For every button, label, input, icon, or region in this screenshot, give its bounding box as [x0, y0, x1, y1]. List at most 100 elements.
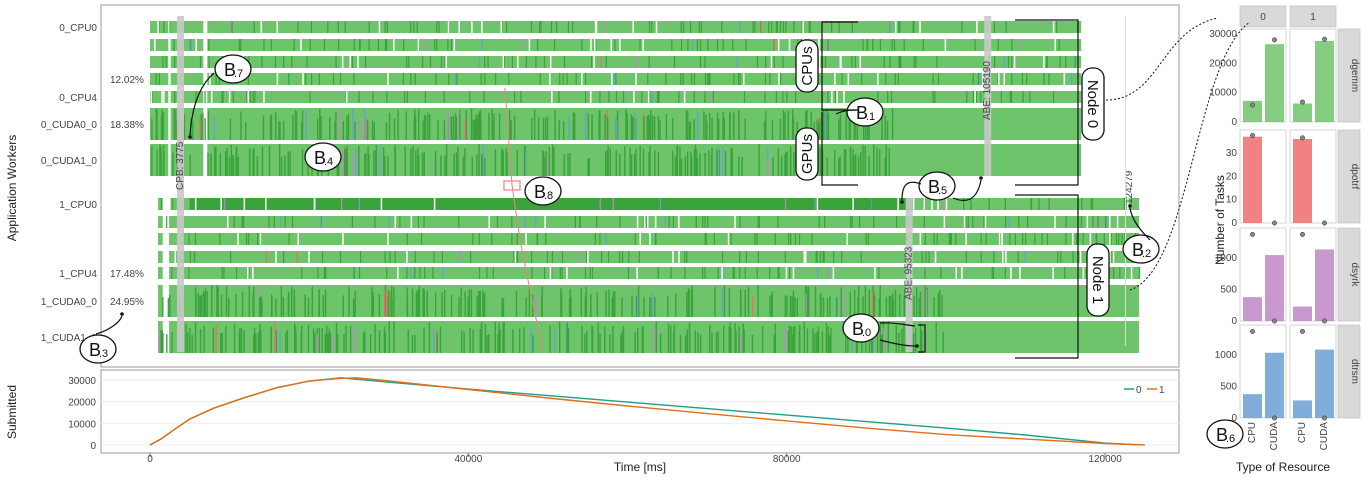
- task-stripe: [761, 326, 764, 353]
- task-stripe: [789, 150, 792, 176]
- task-stripe: [384, 39, 387, 51]
- task-stripe: [174, 56, 176, 68]
- task-stripe: [605, 291, 607, 317]
- idle-slot: [210, 91, 213, 103]
- task-stripe: [667, 295, 669, 317]
- task-stripe: [717, 147, 720, 176]
- task-stripe: [614, 291, 616, 317]
- task-stripe: [806, 295, 809, 317]
- row-base-bar: [150, 39, 1082, 51]
- task-stripe: [320, 216, 322, 228]
- task-stripe: [478, 267, 481, 279]
- idle-gap: [203, 143, 208, 177]
- task-stripe: [253, 147, 255, 176]
- task-stripe: [535, 56, 537, 68]
- annotation-arrow: [835, 109, 857, 115]
- task-stripe: [261, 299, 263, 317]
- task-stripe: [217, 286, 219, 317]
- task-stripe: [718, 150, 720, 176]
- task-stripe: [500, 148, 503, 176]
- task-stripe: [238, 39, 240, 51]
- facet-x-category: CUDA: [1269, 422, 1280, 451]
- task-stripe: [458, 112, 460, 140]
- task-stripe: [464, 291, 466, 317]
- task-stripe: [382, 147, 385, 176]
- task-stripe: [478, 233, 480, 245]
- task-stripe: [961, 21, 963, 33]
- callout-letter: B: [534, 182, 546, 202]
- task-stripe: [519, 198, 522, 210]
- task-stripe: [975, 91, 977, 103]
- task-stripe: [793, 152, 795, 176]
- task-stripe: [545, 157, 547, 176]
- task-stripe: [816, 251, 818, 263]
- task-stripe: [732, 39, 734, 51]
- task-stripe: [471, 156, 474, 176]
- task-stripe: [268, 198, 271, 210]
- task-stripe: [158, 21, 160, 33]
- task-stripe: [580, 288, 583, 317]
- task-stripe: [442, 267, 444, 279]
- task-stripe: [1082, 233, 1084, 245]
- task-stripe: [827, 91, 829, 103]
- task-stripe: [703, 111, 705, 140]
- task-stripe: [902, 198, 904, 210]
- task-stripe: [405, 111, 407, 140]
- task-stripe: [704, 56, 706, 68]
- cpus-bracket: [821, 21, 858, 111]
- estimate-point: [1322, 36, 1327, 42]
- task-stripe: [248, 286, 250, 317]
- task-stripe: [423, 327, 425, 353]
- idle-slot: [1002, 251, 1004, 263]
- task-stripe: [337, 21, 339, 33]
- task-stripe: [873, 295, 876, 317]
- task-stripe: [788, 267, 791, 279]
- task-stripe: [825, 322, 828, 353]
- idle-slot: [816, 198, 819, 210]
- estimate-point: [1322, 220, 1327, 226]
- idle-slot: [721, 267, 723, 279]
- estimate-point: [1250, 328, 1255, 334]
- task-stripe: [780, 73, 782, 85]
- task-stripe: [448, 73, 450, 85]
- task-stripe: [792, 326, 795, 353]
- task-stripe: [388, 216, 390, 228]
- task-stripe: [513, 115, 516, 140]
- task-stripe: [851, 216, 853, 228]
- task-stripe: [884, 158, 886, 176]
- idle-slot: [672, 251, 674, 263]
- idle-slot: [644, 216, 646, 228]
- task-stripe: [1111, 251, 1113, 263]
- task-stripe: [898, 56, 900, 68]
- task-stripe: [671, 117, 674, 140]
- idle-slot: [785, 267, 788, 279]
- task-stripe: [295, 111, 298, 140]
- task-stripe: [325, 267, 327, 279]
- task-stripe: [474, 119, 476, 140]
- series-line-1: [149, 377, 1145, 446]
- idle-slot: [502, 56, 505, 68]
- task-stripe: [589, 267, 591, 279]
- task-stripe: [359, 251, 362, 263]
- task-stripe: [220, 295, 223, 317]
- idle-slot: [594, 21, 597, 33]
- task-stripe: [478, 111, 481, 140]
- idle-slot: [263, 91, 265, 103]
- task-stripe: [247, 198, 249, 210]
- task-stripe: [829, 295, 831, 317]
- task-stripe: [894, 73, 896, 85]
- task-stripe: [454, 113, 457, 140]
- task-stripe: [629, 147, 631, 176]
- idle-slot: [1086, 216, 1089, 228]
- task-stripe: [487, 56, 489, 68]
- facet-row-label: dpotrf: [1349, 164, 1360, 190]
- bar-CUDA: [1315, 349, 1334, 418]
- task-stripe: [611, 297, 613, 317]
- task-stripe: [162, 332, 164, 353]
- task-stripe: [383, 326, 386, 353]
- task-stripe: [892, 293, 894, 317]
- gantt-row: [150, 55, 1082, 69]
- task-stripe: [291, 286, 293, 317]
- task-stripe: [648, 21, 651, 33]
- gantt-row: [157, 232, 1140, 246]
